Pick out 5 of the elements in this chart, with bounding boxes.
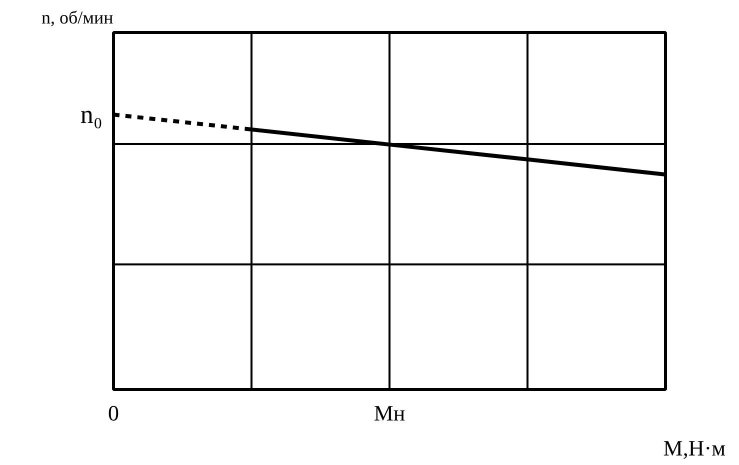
y-axis-title: n, об/мин [42, 8, 114, 28]
x-tick-label: 0 [108, 400, 119, 426]
x-tick-label: Mн [374, 400, 406, 426]
x-axis-title: M,Н·м [663, 436, 726, 460]
annotation: n₀ [80, 100, 103, 130]
